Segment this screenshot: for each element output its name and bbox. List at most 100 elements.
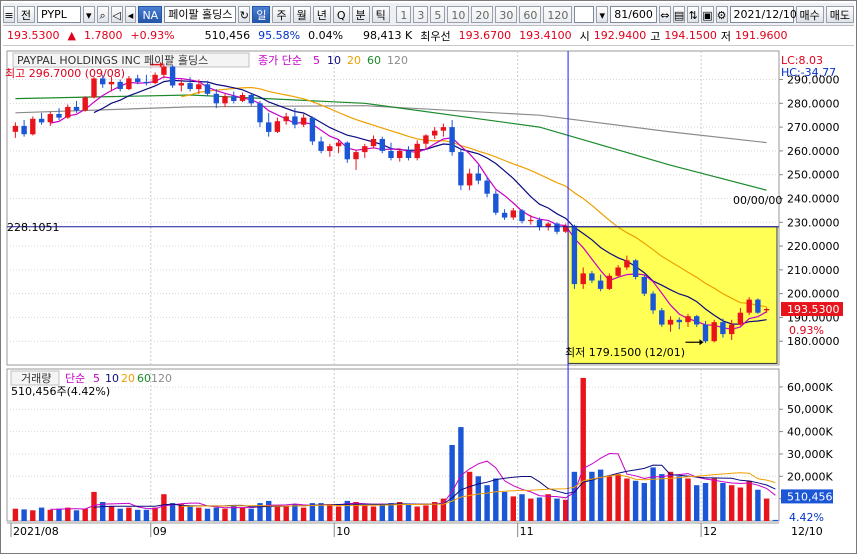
candle-body (292, 116, 298, 125)
candle-body (720, 322, 726, 335)
x-tick-label: 12/10 (791, 525, 823, 538)
volume-bar (292, 504, 298, 521)
volume-bar (650, 467, 656, 521)
search-icon[interactable]: ⌕ (96, 5, 109, 23)
volume-ma5-line (50, 452, 776, 510)
prev-icon[interactable]: ◂ (124, 5, 137, 23)
dropdown-icon[interactable]: ▾ (82, 5, 95, 23)
candle (536, 217, 543, 231)
volume-bar (720, 483, 726, 521)
list-icon[interactable]: ≡ (3, 5, 15, 23)
price-ma-label: 종가 단순 (258, 54, 302, 67)
volume-bar (161, 494, 167, 521)
period-week[interactable]: 주 (272, 5, 291, 23)
candle (632, 259, 639, 280)
interval-spinner-icon[interactable]: ▾ (596, 5, 609, 23)
save-icon[interactable]: ▣ (701, 5, 714, 23)
high-marker-label: 최고 296.7000 (09/08) (5, 67, 125, 80)
vol-ma5-legend: 5 (93, 372, 100, 385)
compare-icon[interactable]: ⇅ (687, 5, 700, 23)
candle-body (440, 127, 447, 131)
candle-body (283, 116, 289, 122)
candle (257, 100, 263, 128)
period-month[interactable]: 월 (292, 5, 311, 23)
date-tag: 00/00/00 (733, 194, 782, 207)
volume-bar (606, 476, 613, 521)
volume-bar (659, 474, 665, 521)
volume-bar (449, 445, 455, 521)
interval-5[interactable]: 5 (430, 5, 446, 23)
gear-icon[interactable]: ⚙ (715, 5, 728, 23)
volume-bar (143, 509, 150, 521)
candle (510, 208, 516, 220)
refresh-icon[interactable]: ↻ (238, 5, 251, 23)
interval-3[interactable]: 3 (413, 5, 429, 23)
volume-bar (100, 502, 106, 521)
market-button[interactable]: 전 (16, 5, 36, 23)
candle-body (475, 173, 481, 181)
hline-label: 228.1051 (7, 221, 60, 234)
sell-button[interactable]: 매도 (825, 5, 854, 23)
interval-120[interactable]: 120 (543, 5, 573, 23)
toolbar: ≡ 전 PYPL ▾ ⌕ ◁ ◂ NA 페이팔 홀딩스 ↻ 일 주 월 년 Q … (3, 3, 854, 26)
volume-bar (632, 480, 639, 521)
price-volume-chart[interactable]: 290.0000 280.0000 270.0000 260.0000 250.0000… (3, 47, 854, 551)
candle-body (650, 293, 656, 311)
interval-10[interactable]: 10 (447, 5, 470, 23)
volume-bar (222, 508, 228, 521)
period-minute[interactable]: 분 (351, 5, 370, 23)
candle (379, 136, 385, 154)
period-quarter[interactable]: Q (332, 5, 350, 23)
candle (475, 165, 481, 185)
candle (370, 135, 377, 149)
candle (30, 116, 36, 136)
volume-bar (300, 507, 307, 521)
interval-30[interactable]: 30 (495, 5, 518, 23)
volume-bar (257, 503, 263, 521)
candle (615, 265, 621, 277)
symbol-input[interactable]: PYPL (37, 5, 81, 23)
candle (91, 77, 97, 99)
zoom-icon[interactable]: ⇔ (658, 5, 671, 23)
candle (667, 316, 674, 332)
candle (353, 149, 359, 170)
speaker-icon[interactable]: ◁ (110, 5, 123, 23)
interval-20[interactable]: 20 (471, 5, 494, 23)
candle (327, 143, 333, 157)
x-tick-label: 09 (153, 525, 167, 538)
ma60-legend: 60 (367, 54, 381, 67)
candle-body (528, 219, 534, 222)
candle (47, 111, 53, 126)
custom-interval-input[interactable] (574, 5, 595, 23)
volume-value: 510,456 (204, 29, 251, 42)
date-input[interactable]: 2021/12/10 (729, 5, 797, 23)
candle-body (423, 135, 429, 144)
candle (397, 148, 403, 162)
volume-bar (178, 504, 184, 521)
volume-bar (458, 427, 464, 521)
interval-60[interactable]: 60 (519, 5, 542, 23)
candle-body (126, 78, 132, 90)
chart-area[interactable]: 290.0000 280.0000 270.0000 260.0000 250.0000… (3, 47, 854, 551)
candle (571, 224, 578, 289)
interval-1[interactable]: 1 (396, 5, 412, 23)
volume-bar (266, 500, 272, 521)
price-tick-label: 260.0000 (787, 145, 840, 158)
bar-count-input[interactable]: 81/600 (610, 5, 657, 23)
candle-body (571, 225, 578, 285)
candle-body (327, 146, 333, 151)
candle (56, 108, 62, 120)
period-tick[interactable]: 틱 (371, 5, 390, 23)
ma120-line (15, 105, 767, 144)
candle-body (248, 95, 254, 104)
period-day[interactable]: 일 (252, 5, 271, 23)
candle-body (143, 81, 150, 84)
candle-body (353, 152, 359, 160)
buy-button[interactable]: 매수 (795, 5, 824, 23)
volume-bar (73, 510, 80, 521)
candle (12, 122, 19, 138)
chart-type-icon[interactable]: ▤ (672, 5, 686, 23)
period-year[interactable]: 년 (312, 5, 331, 23)
candle-body (309, 117, 316, 142)
volume-bar (353, 502, 359, 521)
